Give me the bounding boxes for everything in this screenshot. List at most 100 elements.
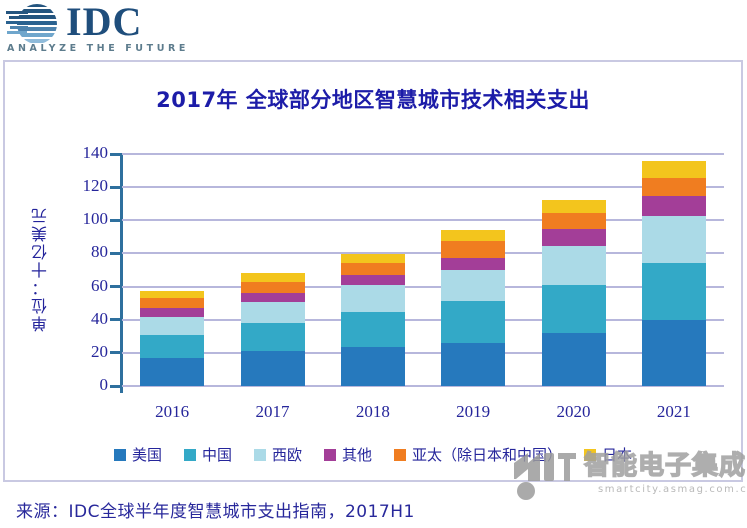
bar-2020 <box>541 199 606 386</box>
legend-item-1: 中国 <box>183 444 232 465</box>
bar-2019-segment-2 <box>441 270 506 301</box>
idc-logo: IDC ANALYZE THE FUTURE <box>6 0 236 58</box>
bar-2017-segment-0 <box>240 351 305 386</box>
legend-item-2: 西欧 <box>253 444 302 465</box>
idc-globe-icon <box>6 4 57 43</box>
legend-item-0: 美国 <box>113 444 162 465</box>
legend-item-5: 日本 <box>584 444 632 465</box>
bar-2018-segment-0 <box>340 347 405 386</box>
bar-2016-segment-0 <box>140 357 205 386</box>
legend-swatch-2 <box>253 448 266 461</box>
bar-2021-segment-0 <box>641 319 706 386</box>
bar-2020-segment-1 <box>541 284 606 333</box>
gridline-0 <box>122 385 724 387</box>
bar-2017-segment-2 <box>240 301 305 324</box>
bar-2018-segment-5 <box>340 254 405 264</box>
y-tick-20 <box>110 351 122 355</box>
bar-2021-segment-3 <box>641 196 706 217</box>
y-tick-label-20: 20 <box>91 341 108 361</box>
y-tick-0 <box>110 384 122 388</box>
legend-label-0: 美国 <box>131 446 162 464</box>
chart-title: 2017年 全球部分地区智慧城市技术相关支出 <box>156 88 590 112</box>
gridline-60 <box>122 285 724 288</box>
bar-2020-segment-2 <box>541 245 606 285</box>
bar-2021-segment-1 <box>641 262 706 320</box>
y-tick-label-120: 120 <box>82 176 109 196</box>
legend: 美国 中国 西欧 其他 亚太（除日本和中国） 日本 <box>5 444 741 465</box>
y-tick-label-100: 100 <box>82 209 109 229</box>
bar-2018-segment-2 <box>340 284 405 313</box>
y-tick-60 <box>110 285 122 289</box>
bar-2016-segment-5 <box>140 290 205 299</box>
plot-area: 0 20 40 60 80 100 120 140 2016 2017 2018 2019 2020 20… <box>83 143 724 421</box>
x-tick-label-2017: 2017 <box>255 402 290 421</box>
bar-2016-segment-4 <box>140 298 205 309</box>
bar-2016-segment-2 <box>140 317 205 336</box>
bar-2019-segment-1 <box>441 300 506 343</box>
bar-2019-segment-3 <box>441 258 506 270</box>
bar-2017 <box>240 272 305 386</box>
gridline-140 <box>122 153 724 155</box>
bar-2018-segment-3 <box>340 274 405 285</box>
y-tick-120 <box>110 185 122 189</box>
bar-2019-segment-0 <box>441 342 506 386</box>
gridline-80 <box>122 252 724 255</box>
legend-item-3: 其他 <box>324 444 372 465</box>
bar-2021-segment-4 <box>641 178 706 197</box>
legend-label-3: 其他 <box>342 446 373 464</box>
y-tick-label-60: 60 <box>91 275 108 295</box>
legend-label-2: 西欧 <box>271 446 302 464</box>
bar-2017-segment-5 <box>240 272 305 282</box>
bar-2020-segment-5 <box>541 199 606 213</box>
legend-label-5: 日本 <box>602 446 633 464</box>
bar-2016-segment-1 <box>140 335 205 358</box>
bar-2018-segment-4 <box>340 263 405 275</box>
y-tick-100 <box>110 218 122 222</box>
bar-2021-segment-5 <box>641 161 706 179</box>
gridline-20 <box>122 351 724 354</box>
legend-swatch-5 <box>584 448 597 461</box>
x-tick-label-2019: 2019 <box>456 402 491 421</box>
x-tick-label-2016: 2016 <box>155 402 190 421</box>
bar-2020-segment-3 <box>541 229 606 246</box>
bar-2019 <box>441 230 506 386</box>
bar-2021 <box>641 161 706 386</box>
watermark-logo-icon <box>514 453 576 500</box>
idc-wordmark: IDC <box>66 0 143 44</box>
x-tick-label-2021: 2021 <box>656 402 691 421</box>
bar-2016 <box>140 290 205 386</box>
legend-swatch-4 <box>394 448 407 461</box>
bar-2020-segment-0 <box>541 332 606 386</box>
bar-2021-segment-2 <box>641 216 706 263</box>
chart-panel: 2017年 全球部分地区智慧城市技术相关支出 单位：十亿美元 0 20 40 60 80… <box>3 60 743 482</box>
y-tick-label-40: 40 <box>91 308 108 328</box>
bar-2019-segment-5 <box>441 230 506 241</box>
x-tick-label-2018: 2018 <box>355 402 390 421</box>
watermark: 智能电子集成 smartcity.asmag.com.cn <box>514 443 747 505</box>
bar-2016-segment-3 <box>140 308 205 318</box>
watermark-brand-text: 智能电子集成 <box>583 450 747 481</box>
gridline-120 <box>122 186 724 189</box>
legend-swatch-1 <box>183 448 196 461</box>
y-axis-line <box>120 154 123 393</box>
idc-tagline: ANALYZE THE FUTURE <box>7 43 190 54</box>
y-tick-label-0: 0 <box>99 375 109 394</box>
gridline-40 <box>122 318 724 321</box>
y-axis-unit-label: 单位：十亿美元 <box>31 206 50 333</box>
bar-2018 <box>340 254 405 386</box>
y-tick-label-80: 80 <box>91 242 108 262</box>
legend-label-1: 中国 <box>201 446 232 464</box>
bar-2017-segment-4 <box>240 281 305 294</box>
y-tick-80 <box>110 251 122 255</box>
bar-2018-segment-1 <box>340 312 405 348</box>
bar-2017-segment-1 <box>240 323 305 352</box>
gridline-100 <box>122 219 724 222</box>
y-tick-40 <box>110 318 122 322</box>
bar-2020-segment-4 <box>541 212 606 230</box>
watermark-url: smartcity.asmag.com.cn <box>598 484 747 495</box>
bar-2019-segment-4 <box>441 241 506 259</box>
bar-2017-segment-3 <box>240 293 305 302</box>
y-tick-140 <box>110 152 122 156</box>
y-tick-label-140: 140 <box>82 143 109 162</box>
